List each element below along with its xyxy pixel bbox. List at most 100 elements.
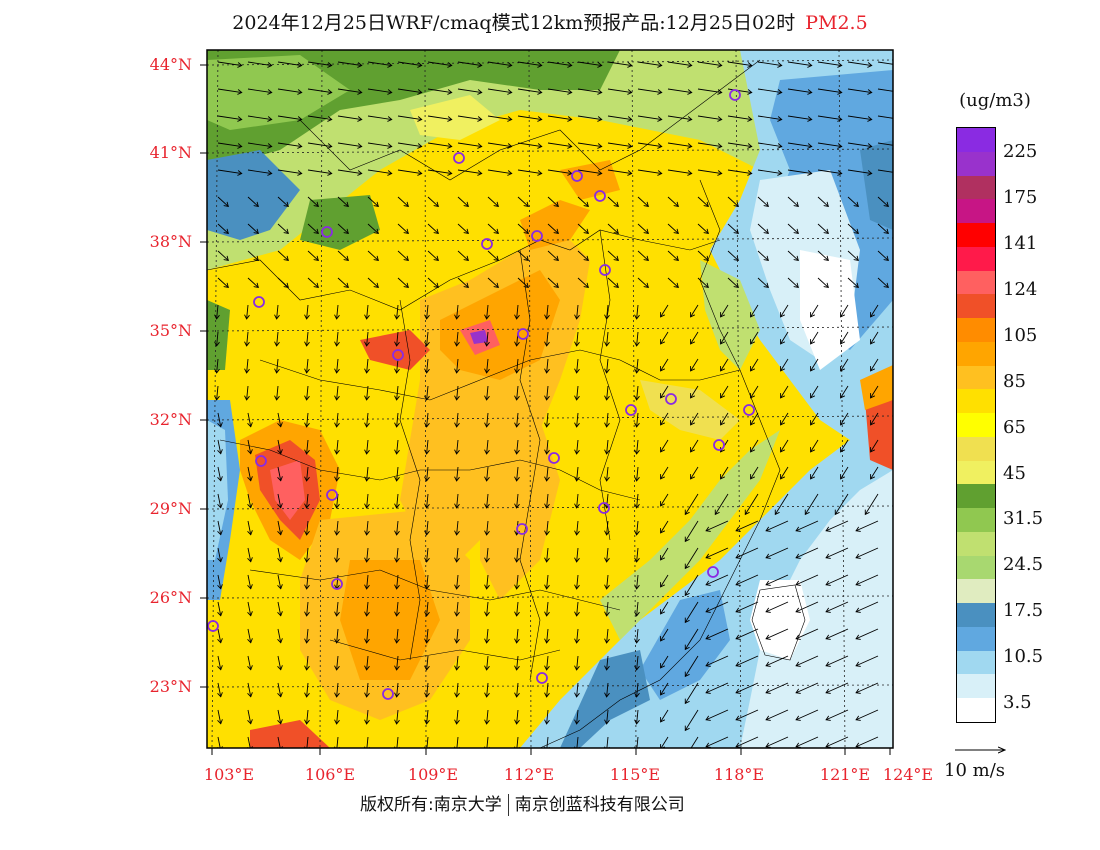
wind-arrowhead <box>364 368 370 374</box>
wind-arrowhead <box>403 282 409 289</box>
wind-arrowhead <box>463 255 469 262</box>
wind-arrow <box>277 142 302 148</box>
wind-arrowhead <box>867 143 873 149</box>
wind-arrow <box>606 655 609 670</box>
wind-arrow <box>247 493 252 508</box>
wind-arrow <box>705 709 729 721</box>
wind-arrow <box>727 223 739 234</box>
wind-arrowhead <box>897 170 901 175</box>
wind-arrowhead <box>735 688 741 694</box>
wind-arrow <box>487 61 512 67</box>
wind-arrowhead <box>304 449 310 455</box>
wind-arrowhead <box>223 255 229 262</box>
wind-arrow <box>840 358 849 372</box>
wind-arrow <box>336 331 339 346</box>
wind-arrow <box>780 331 789 345</box>
wind-arrowhead <box>544 314 550 320</box>
wind-arrow <box>877 277 889 288</box>
wind-arrowhead <box>660 393 666 399</box>
wind-arrowhead <box>780 366 786 372</box>
wind-arrow <box>516 304 519 319</box>
wind-arrowhead <box>717 62 723 68</box>
wind-arrow <box>660 385 669 399</box>
wind-arrowhead <box>634 503 640 509</box>
wind-arrow <box>366 493 369 508</box>
wind-arrow <box>660 304 669 318</box>
wind-arrow <box>684 628 699 650</box>
colorbar-segment <box>957 389 995 414</box>
wind-arrow <box>547 61 572 67</box>
wind-arrowhead <box>454 368 460 374</box>
wind-arrow <box>667 250 679 261</box>
wind-arrowhead <box>484 476 490 482</box>
wind-arrowhead <box>750 393 756 399</box>
wind-arrow <box>576 655 579 670</box>
wind-arrow <box>217 466 222 481</box>
wind-arrow <box>546 601 549 616</box>
wind-arrowhead <box>720 420 726 426</box>
wind-arrowhead <box>394 530 400 536</box>
wind-arrow <box>486 439 489 454</box>
wind-arrowhead <box>237 143 243 149</box>
wind-arrowhead <box>247 557 253 563</box>
wind-arrowhead <box>334 422 340 428</box>
wind-arrow <box>456 682 459 697</box>
wind-arrow <box>735 736 759 748</box>
wind-arrow <box>486 304 489 319</box>
wind-arrow <box>636 709 639 724</box>
wind-arrow <box>426 331 429 346</box>
wind-arrow <box>486 628 489 643</box>
wind-arrowhead <box>454 395 460 401</box>
wind-arrow <box>855 601 879 613</box>
wind-arrow <box>757 142 782 148</box>
wind-arrow <box>486 574 489 589</box>
wind-arrowhead <box>394 476 400 482</box>
wind-arrowhead <box>840 339 846 345</box>
wind-arrowhead <box>853 255 859 262</box>
wind-arrow <box>277 736 281 748</box>
wind-arrow <box>487 223 499 234</box>
wind-arrowhead <box>364 665 370 671</box>
wind-arrowhead <box>514 692 520 698</box>
wind-arrowhead <box>747 170 753 176</box>
wind-arrowhead <box>247 476 253 482</box>
wind-arrowhead <box>217 611 223 617</box>
wind-arrow <box>705 682 729 694</box>
wind-arrow <box>606 628 609 643</box>
wind-arrowhead <box>660 717 666 723</box>
wind-arrowhead <box>424 530 430 536</box>
wind-arrowhead <box>825 526 831 532</box>
wind-arrow <box>727 250 739 261</box>
wind-arrowhead <box>274 314 280 320</box>
wind-arrowhead <box>574 611 580 617</box>
wind-arrowhead <box>780 474 786 480</box>
wind-arrowhead <box>660 609 666 615</box>
wind-arrow <box>636 655 639 670</box>
wind-arrow <box>456 358 459 373</box>
wind-arrowhead <box>660 420 666 426</box>
wind-arrow <box>516 439 519 454</box>
wind-arrowhead <box>747 143 753 149</box>
wind-arrowhead <box>574 719 580 725</box>
wind-arrowhead <box>364 422 370 428</box>
wind-arrowhead <box>433 228 439 235</box>
footer-right: 南京创蓝科技有限公司 <box>514 795 685 815</box>
wind-arrow <box>795 574 819 586</box>
wind-arrowhead <box>493 201 499 208</box>
wind-arrow <box>847 250 859 261</box>
colorbar-segment <box>957 579 995 604</box>
wind-arrow <box>576 736 579 748</box>
wind-arrow <box>727 61 752 67</box>
wind-arrowhead <box>277 557 283 563</box>
wind-arrow <box>546 547 549 562</box>
wind-arrowhead <box>763 228 769 235</box>
wind-arrowhead <box>327 89 333 95</box>
colorbar-segment <box>957 484 995 509</box>
colorbar-segment <box>957 413 995 438</box>
wind-arrowhead <box>477 143 483 149</box>
wind-arrow <box>487 250 499 261</box>
wind-arrowhead <box>454 557 460 563</box>
wind-arrowhead <box>544 557 550 563</box>
wind-arrow <box>337 61 362 67</box>
wind-arrow <box>427 250 439 261</box>
